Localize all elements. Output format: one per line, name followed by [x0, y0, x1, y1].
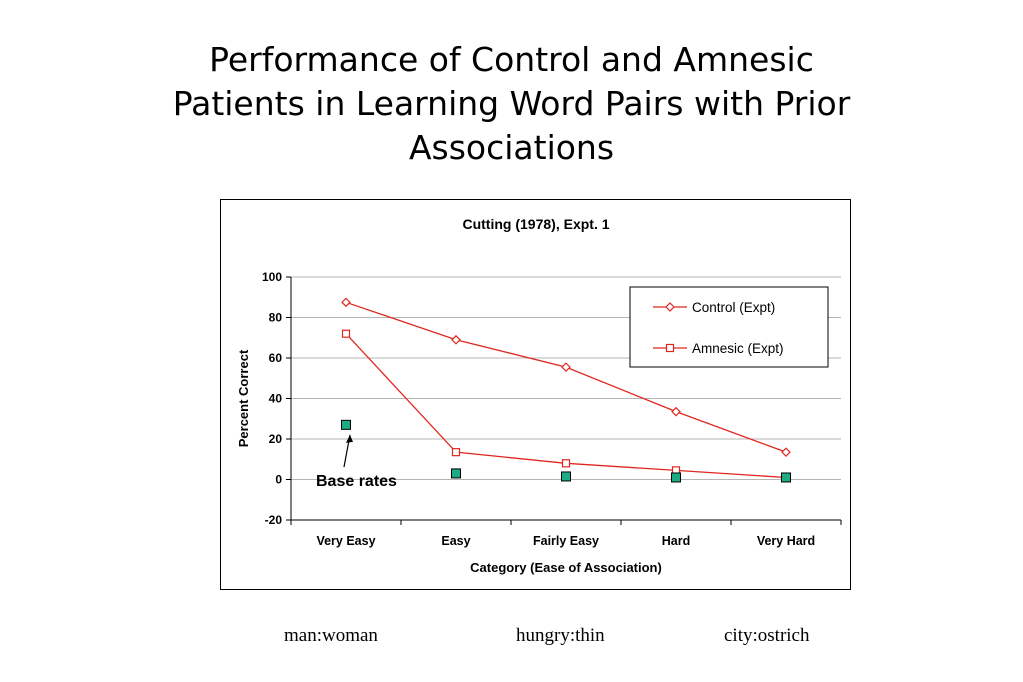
example-pair: man:woman — [284, 625, 378, 646]
slide-title-line: Associations — [408, 128, 615, 167]
x-tick-label: Very Hard — [757, 534, 815, 548]
series-1-point — [671, 406, 681, 417]
legend-box — [629, 286, 829, 368]
x-axis-title: Category (Ease of Association) — [470, 560, 662, 575]
legend-label: Control (Expt) — [692, 300, 775, 315]
y-tick-label: 20 — [269, 432, 283, 446]
base-rate-point — [781, 472, 791, 483]
annotation-text: Base rates — [316, 473, 397, 490]
slide-title-line: Performance of Control and Amnesic — [209, 40, 814, 79]
base-rate-point — [451, 468, 461, 479]
chart-frame: Cutting (1978), Expt. 1 -20 0 20 40 60 80 100 Ve… — [220, 199, 851, 590]
x-tick-label: Easy — [441, 534, 470, 548]
y-tick-label: -20 — [265, 513, 283, 527]
example-pair: city:ostrich — [724, 625, 810, 646]
y-tick-label: 100 — [262, 270, 282, 284]
series-1-point — [781, 447, 791, 458]
x-tick-label: Very Easy — [316, 534, 375, 548]
series-1-point — [451, 334, 461, 345]
legend-marker — [665, 302, 675, 312]
chart-title: Cutting (1978), Expt. 1 — [462, 216, 609, 232]
series-2-point — [341, 329, 351, 338]
x-tick-label: Hard — [662, 534, 690, 548]
x-tick-label: Fairly Easy — [533, 534, 599, 548]
y-tick-label: 80 — [269, 311, 283, 325]
slide-title: Performance of Control and Amnesic Patie… — [80, 38, 943, 170]
legend-label: Amnesic (Expt) — [692, 341, 784, 356]
y-tick-label: 40 — [269, 392, 283, 406]
base-rate-point — [341, 419, 351, 430]
series-1-point — [341, 297, 351, 308]
series-1-point — [561, 362, 571, 372]
series-2-point — [451, 448, 461, 457]
annotation-arrowhead — [346, 434, 353, 443]
legend-marker — [665, 343, 675, 353]
y-tick-label: 60 — [269, 351, 283, 365]
base-rate-point — [561, 471, 571, 482]
base-rate-point — [671, 472, 681, 483]
chart: Cutting (1978), Expt. 1 -20 0 20 40 60 80 100 Ve… — [236, 216, 842, 575]
y-tick-label: 0 — [275, 473, 282, 487]
example-pair: hungry:thin — [516, 625, 605, 646]
y-axis-title: Percent Correct — [236, 349, 251, 447]
slide-title-line: Patients in Learning Word Pairs with Pri… — [172, 84, 851, 123]
series-2-point — [561, 459, 571, 468]
